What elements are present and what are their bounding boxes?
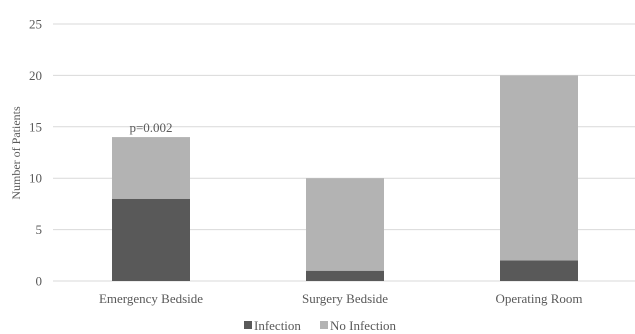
bar-no-infection-2	[500, 75, 578, 261]
legend-label-no-infection: No Infection	[330, 318, 397, 333]
x-tick-label: Emergency Bedside	[99, 291, 203, 306]
y-axis-title: Number of Patients	[9, 106, 23, 200]
y-tick-label: 5	[36, 222, 43, 237]
legend-swatch-infection	[244, 321, 252, 329]
bar-infection-1	[306, 270, 384, 281]
annotations: p=0.002	[129, 120, 172, 135]
bar-infection-0	[112, 198, 190, 281]
legend-label-infection: Infection	[254, 318, 301, 333]
y-tick-label: 10	[29, 171, 42, 186]
y-tick-label: 25	[29, 17, 42, 32]
y-tick-label: 20	[29, 68, 42, 83]
legend-swatch-no-infection	[320, 321, 328, 329]
bar-no-infection-0	[112, 137, 190, 199]
x-axis-ticks: Emergency Bedside Surgery Bedside Operatin…	[99, 291, 583, 306]
y-axis-ticks: 0 5 10 15 20 25	[29, 17, 42, 289]
legend: Infection No Infection	[244, 318, 397, 333]
bars	[112, 75, 578, 281]
x-tick-label: Operating Room	[495, 291, 582, 306]
y-tick-label: 0	[36, 274, 43, 289]
y-tick-label: 15	[29, 119, 42, 134]
bar-no-infection-1	[306, 178, 384, 271]
p-value-annotation: p=0.002	[129, 120, 172, 135]
bar-infection-2	[500, 260, 578, 281]
x-tick-label: Surgery Bedside	[302, 291, 388, 306]
